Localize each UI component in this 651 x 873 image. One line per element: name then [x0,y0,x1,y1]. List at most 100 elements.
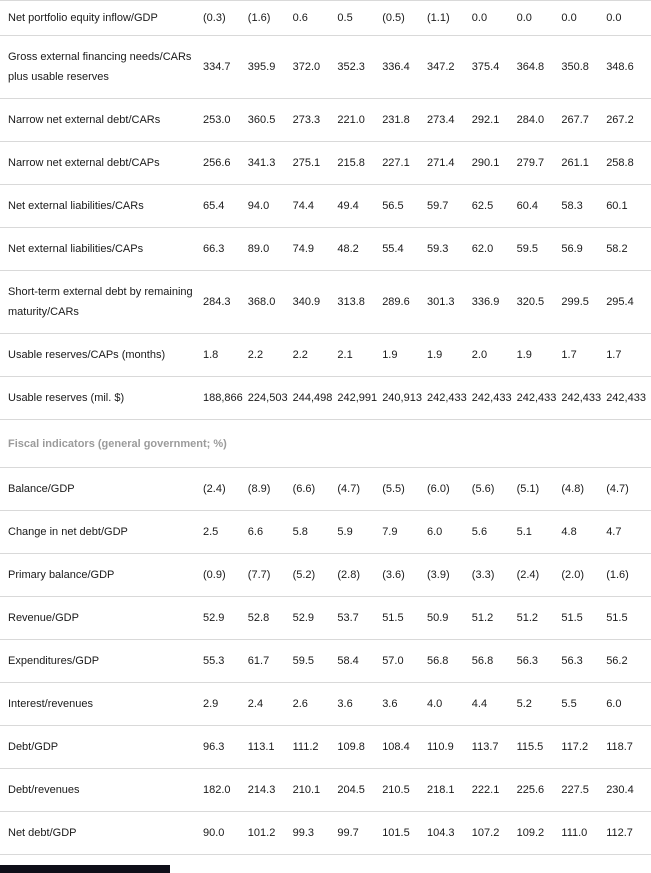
cell-value: 117.2 [561,741,589,753]
cell-value: 6.0 [426,526,443,538]
cell-value: 107.2 [471,827,500,839]
cell-value: 57.0 [382,655,404,667]
cell-value: 111.2 [292,741,319,753]
cell-value: 256.6 [203,157,231,169]
cell-value: 242,433 [516,392,557,404]
cell-value: 113.7 [471,741,499,753]
cell-value: 225.6 [516,784,545,796]
cell-value: 110.9 [426,741,454,753]
cell-value: 273.4 [426,114,455,126]
cell-value: 2.1 [337,349,353,361]
row-label: Debt/GDP [8,741,59,753]
cell-value: 52.9 [203,612,225,624]
cell-value: 242,991 [337,392,378,404]
cell-value: 74.9 [292,243,315,255]
cell-value: (8.9) [247,483,271,495]
section-header-label: Fiscal indicators (general government; %… [8,437,227,450]
cell-value: (2.4) [203,483,226,495]
indicators-table: Net portfolio equity inflow/GDP (0.3) (1.6… [0,0,651,855]
cell-value: 289.6 [382,296,410,308]
cell-value: 2.9 [203,698,219,710]
cell-value: 48.2 [337,243,359,255]
cell-value: (4.8) [561,483,585,495]
cell-value: 89.0 [247,243,270,255]
table-row: Change in net debt/GDP 2.5 6.6 5.8 5.9 7.9 6.0… [0,511,651,554]
table-row: Revenue/GDP 52.9 52.8 52.9 53.7 51.5 50.9 51.2 5… [0,597,651,640]
table-row: Usable reserves (mil. $) 188,866 224,503 24… [0,377,651,420]
cell-value: 115.5 [516,741,544,753]
cell-value: 1.9 [382,349,398,361]
cell-value: 242,433 [606,392,646,404]
cell-value: 6.0 [606,698,622,710]
cell-value: (5.6) [471,483,495,495]
cell-value: 1.9 [426,349,443,361]
cell-value: (1.6) [606,569,629,581]
cell-value: 109.8 [337,741,365,753]
row-label: Debt/revenues [8,784,80,796]
cell-value: (2.0) [561,569,585,581]
row-label: Net debt/GDP [8,827,77,839]
cell-value: 99.7 [337,827,359,839]
cell-value: 242,433 [426,392,467,404]
cell-value: 313.8 [337,296,365,308]
cell-value: 301.3 [426,296,455,308]
cell-value: 55.3 [203,655,225,667]
cell-value: (3.6) [382,569,405,581]
cell-value: 53.7 [337,612,359,624]
cell-value: 56.8 [471,655,494,667]
cell-value: 99.3 [292,827,315,839]
row-label: Revenue/GDP [8,612,79,624]
cell-value: 295.4 [606,296,634,308]
cell-value: 2.0 [471,349,488,361]
cell-value: 267.2 [606,114,634,126]
cell-value: (0.5) [382,12,405,24]
cell-value: 51.5 [561,612,583,624]
cell-value: 0.0 [561,12,577,24]
cell-value: 60.4 [516,200,539,212]
cell-value: 372.0 [292,61,321,73]
cell-value: 284.0 [516,114,545,126]
cell-value: 112.7 [606,827,633,839]
cell-value: (0.3) [203,12,226,24]
cell-value: 56.8 [426,655,449,667]
cell-value: (5.2) [292,569,316,581]
cell-value: 56.3 [561,655,583,667]
cell-value: 118.7 [606,741,633,753]
cell-value: 2.4 [247,698,264,710]
cell-value: 59.5 [516,243,539,255]
cell-value: 51.2 [471,612,494,624]
cell-value: 0.0 [471,12,488,24]
cell-value: 275.1 [292,157,321,169]
cell-value: 96.3 [203,741,225,753]
cell-value: (5.1) [516,483,540,495]
table-row: Short-term external debt by remaining ma… [0,271,651,334]
table-row: Debt/revenues 182.0 214.3 210.1 204.5 210.5 21… [0,769,651,812]
cell-value: 94.0 [247,200,270,212]
cell-value: (1.6) [247,12,271,24]
cell-value: 104.3 [426,827,455,839]
cell-value: 59.3 [426,243,449,255]
cell-value: 62.5 [471,200,494,212]
cell-value: 279.7 [516,157,545,169]
row-label: Narrow net external debt/CAPs [8,157,160,169]
cell-value: 215.8 [337,157,365,169]
cell-value: 74.4 [292,200,315,212]
cell-value: 58.2 [606,243,628,255]
cell-value: 50.9 [426,612,449,624]
cell-value: 2.6 [292,698,308,710]
cell-value: (0.9) [203,569,226,581]
cell-value: 109.2 [516,827,545,839]
cell-value: 341.3 [247,157,276,169]
row-label: Primary balance/GDP [8,569,115,581]
row-label: Net external liabilities/CARs [8,200,144,212]
table-row: Balance/GDP (2.4) (8.9) (6.6) (4.7) (5.5) (6.0… [0,468,651,511]
cell-value: 218.1 [426,784,455,796]
cell-value: 204.5 [337,784,365,796]
cell-value: 5.8 [292,526,308,538]
cell-value: (6.6) [292,483,316,495]
cell-value: 6.6 [247,526,264,538]
cell-value: 4.0 [426,698,443,710]
cell-value: 51.5 [606,612,628,624]
truncated-next-section-bar [0,865,170,873]
